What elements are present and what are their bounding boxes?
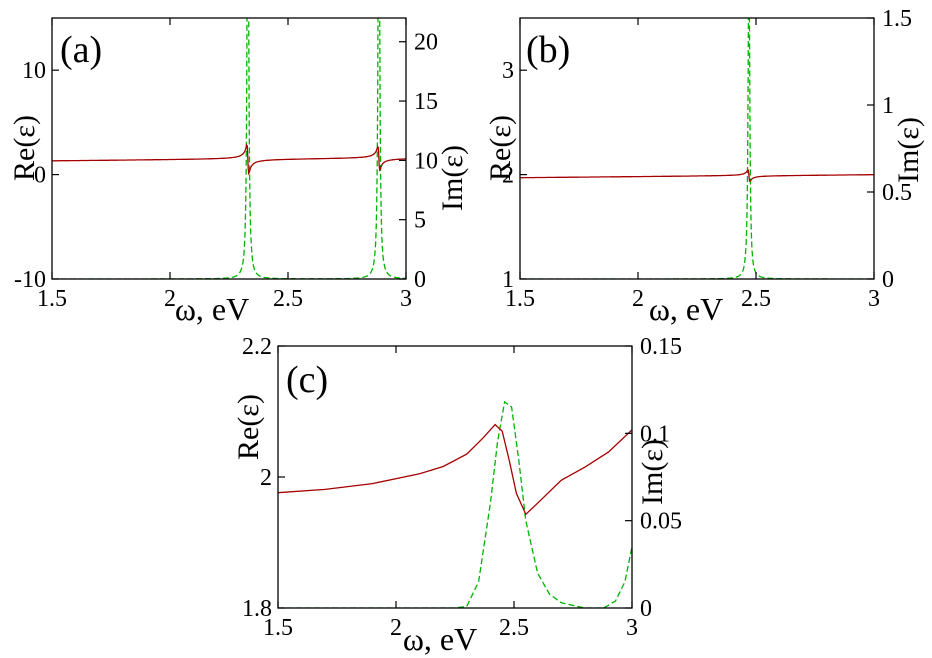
y-tick-label-right: 0 <box>882 267 894 293</box>
x-tick-label: 3 <box>400 286 412 312</box>
xlabel-c: ω, eV <box>403 621 477 657</box>
y-tick-label-right: 1.5 <box>882 6 912 32</box>
panel-a: (a) Re(ε) Im(ε) ω, eV 1.5 2 2.5 3 -10 0 10 0 5 10… <box>8 17 469 327</box>
series-group <box>52 18 406 279</box>
y-tick-label-right: 0.5 <box>882 180 912 206</box>
y-tick-label-left: 1 <box>502 267 514 293</box>
series-group <box>520 18 874 279</box>
plot-frame <box>519 17 875 280</box>
ylabel-right-c: Im(ε) <box>636 439 669 505</box>
y-tick-label-left: 2 <box>260 465 272 491</box>
series-line-im <box>52 18 406 279</box>
panel-label-c: (c) <box>286 359 328 401</box>
plot-area-a: 1.5 2 2.5 3 -10 0 10 0 5 10 15 20 <box>14 17 438 312</box>
ylabel-right-a: Im(ε) <box>436 145 469 211</box>
series-line-im <box>520 18 874 279</box>
y-tick-label-left: 10 <box>22 58 46 84</box>
ylabel-right-b: Im(ε) <box>892 117 925 183</box>
y-tick-label-right: 15 <box>414 89 438 115</box>
y-tick-label-right: 0.15 <box>640 334 682 360</box>
y-tick-label-right: 20 <box>414 30 438 56</box>
x-tick-label: 2.5 <box>499 615 529 641</box>
series-line-im <box>278 400 632 608</box>
panel-label-a: (a) <box>60 29 102 71</box>
x-tick-label: 2 <box>164 286 176 312</box>
x-tick-label: 2 <box>632 286 644 312</box>
plot-area-c: 1.5 2 2.5 3 1.8 2 2.2 0 0.05 0.1 0.15 <box>242 334 682 641</box>
y-tick-label-right: 0.1 <box>640 421 670 447</box>
x-tick-label: 2.5 <box>741 286 771 312</box>
plot-frame <box>51 17 407 280</box>
panel-b: (b) Re(ε) Im(ε) ω, eV 1.5 2 2.5 312300.511.… <box>484 6 925 327</box>
x-tick-label: 2.5 <box>273 286 303 312</box>
y-tick-label-right: 10 <box>414 148 438 174</box>
xlabel-b: ω, eV <box>649 291 723 327</box>
y-tick-label-left: -10 <box>14 267 46 293</box>
y-tick-label-right: 0 <box>640 596 652 622</box>
series-line-re <box>520 168 874 183</box>
x-tick-label: 2 <box>390 615 402 641</box>
series-group <box>278 400 632 608</box>
y-tick-label-left: 2 <box>502 163 514 189</box>
x-tick-label: 3 <box>626 615 638 641</box>
ylabel-left-a: Re(ε) <box>8 115 41 181</box>
y-tick-label-right: 0 <box>414 267 426 293</box>
x-tick-label: 1.5 <box>37 286 67 312</box>
plot-frame <box>277 345 633 609</box>
y-tick-label-left: 3 <box>502 58 514 84</box>
y-tick-label-left: 0 <box>34 163 46 189</box>
x-tick-label: 1.5 <box>263 615 293 641</box>
y-tick-label-right: 0.05 <box>640 509 682 535</box>
ylabel-left-c: Re(ε) <box>232 394 265 460</box>
series-line-re <box>278 423 632 516</box>
y-tick-label-left: 1.8 <box>242 596 272 622</box>
y-tick-label-right: 1 <box>882 93 894 119</box>
ylabel-left-b: Re(ε) <box>484 115 517 181</box>
x-tick-label: 3 <box>868 286 880 312</box>
xlabel-a: ω, eV <box>175 291 249 327</box>
y-tick-label-right: 5 <box>414 208 426 234</box>
x-tick-label: 1.5 <box>505 286 535 312</box>
y-tick-label-left: 2.2 <box>242 334 272 360</box>
series-line-re <box>52 143 406 176</box>
panel-c: (c) Re(ε) Im(ε) ω, eV 1.5 2 2.5 3 1.8 2 2.2 0 0.… <box>232 334 682 657</box>
panel-label-b: (b) <box>526 29 570 71</box>
